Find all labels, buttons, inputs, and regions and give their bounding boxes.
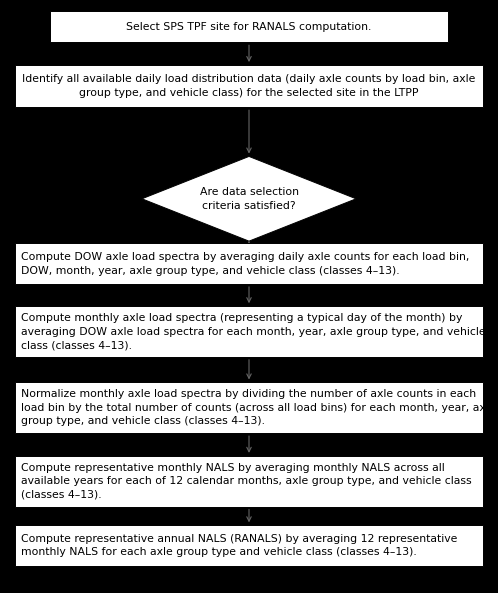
FancyBboxPatch shape — [15, 382, 483, 433]
FancyBboxPatch shape — [50, 11, 448, 42]
FancyBboxPatch shape — [15, 65, 483, 107]
Text: Select SPS TPF site for RANALS computation.: Select SPS TPF site for RANALS computati… — [126, 22, 372, 32]
FancyBboxPatch shape — [15, 243, 483, 284]
Text: Are data selection
criteria satisfied?: Are data selection criteria satisfied? — [200, 187, 298, 211]
Text: Compute representative monthly NALS by averaging monthly NALS across all
availab: Compute representative monthly NALS by a… — [21, 463, 472, 500]
Text: Compute DOW axle load spectra by averaging daily axle counts for each load bin,
: Compute DOW axle load spectra by averagi… — [21, 252, 470, 276]
Text: Compute monthly axle load spectra (representing a typical day of the month) by
a: Compute monthly axle load spectra (repre… — [21, 313, 486, 350]
Text: Compute representative annual NALS (RANALS) by averaging 12 representative
month: Compute representative annual NALS (RANA… — [21, 534, 458, 557]
Polygon shape — [142, 157, 356, 241]
FancyBboxPatch shape — [15, 306, 483, 357]
Text: Normalize monthly axle load spectra by dividing the number of axle counts in eac: Normalize monthly axle load spectra by d… — [21, 389, 496, 426]
Text: Identify all available daily load distribution data (daily axle counts by load b: Identify all available daily load distri… — [22, 74, 476, 98]
FancyBboxPatch shape — [15, 456, 483, 506]
FancyBboxPatch shape — [15, 525, 483, 566]
